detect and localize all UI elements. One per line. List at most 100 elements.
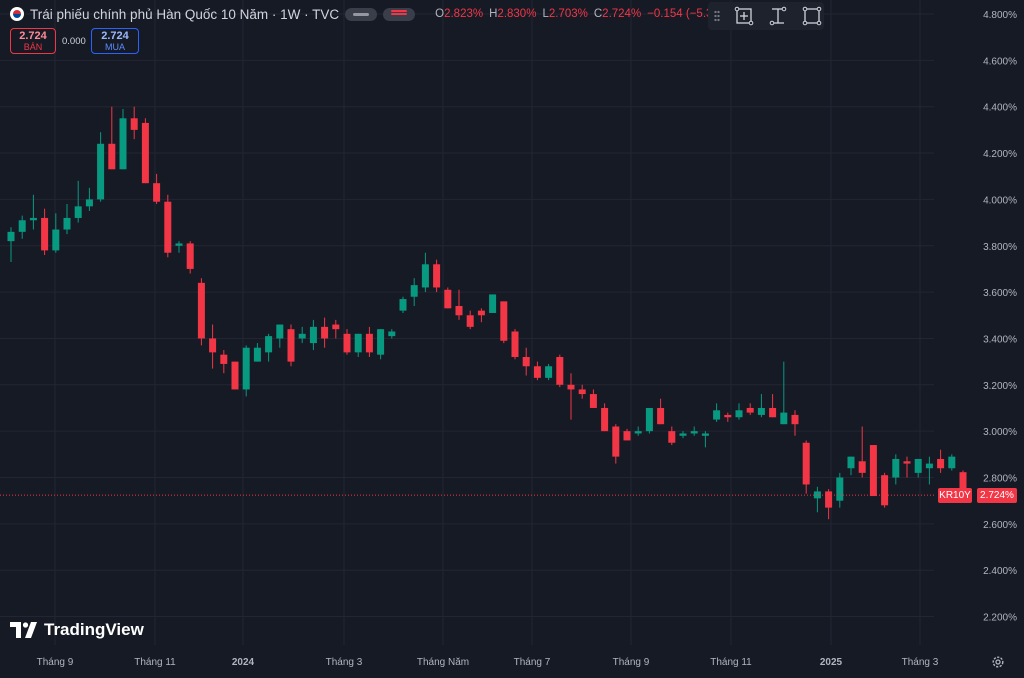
low-value: 2.703% bbox=[548, 8, 588, 20]
candle bbox=[108, 106, 116, 170]
hide-indicator-icon[interactable] bbox=[345, 7, 378, 21]
candle-body bbox=[825, 491, 833, 508]
candle-body bbox=[332, 324, 340, 330]
candle-body bbox=[578, 389, 586, 395]
candle-body bbox=[690, 431, 698, 434]
candle-body bbox=[791, 414, 799, 425]
candle bbox=[29, 194, 37, 230]
y-tick-label: 4.200% bbox=[983, 149, 1017, 160]
candle-body bbox=[309, 326, 317, 344]
candle bbox=[657, 398, 665, 425]
candle-body bbox=[601, 407, 609, 432]
candle-body bbox=[388, 331, 396, 337]
candle-body bbox=[74, 206, 82, 218]
candlestick-series bbox=[7, 106, 967, 520]
time-axis[interactable]: Tháng 9 Tháng 11 2024 Tháng 3 Tháng Năm Tháng… bbox=[37, 657, 939, 668]
candle-body bbox=[29, 217, 37, 221]
candle bbox=[612, 424, 620, 464]
settings-gear-icon[interactable] bbox=[991, 655, 1005, 669]
candle bbox=[645, 407, 653, 434]
candle bbox=[164, 194, 172, 258]
candle-body bbox=[220, 354, 228, 364]
candle bbox=[265, 333, 273, 362]
candle-body bbox=[802, 442, 810, 485]
candle-body bbox=[836, 477, 844, 501]
candle bbox=[7, 227, 15, 262]
candle-body bbox=[769, 407, 777, 418]
candle-body bbox=[903, 461, 911, 464]
y-tick-label: 3.400% bbox=[983, 334, 1017, 345]
candle-body bbox=[130, 118, 138, 130]
candle bbox=[892, 454, 900, 485]
brand-name: TradingView bbox=[44, 620, 144, 639]
candle bbox=[533, 361, 541, 381]
candle-body bbox=[813, 491, 821, 499]
candle-body bbox=[164, 201, 172, 253]
candle-body bbox=[511, 331, 519, 357]
crosshair-measure-icon[interactable] bbox=[734, 6, 754, 26]
price-axis[interactable]: 4.800% 4.600% 4.400% 4.200% 4.000% 3.800% 3.60… bbox=[983, 10, 1017, 624]
candle-body bbox=[645, 407, 653, 432]
spread-value: 0.000 bbox=[62, 36, 86, 47]
x-tick-label: Tháng 11 bbox=[710, 657, 752, 668]
buy-button[interactable]: 2.724 MUA bbox=[91, 28, 139, 54]
candle-body bbox=[153, 183, 161, 202]
candle bbox=[455, 289, 463, 320]
candle bbox=[881, 472, 889, 508]
candle bbox=[589, 389, 597, 408]
candle-body bbox=[937, 458, 945, 469]
drawing-toolbar bbox=[708, 2, 824, 30]
candle bbox=[209, 324, 217, 369]
symbol-price-tag: KR10Y bbox=[938, 487, 972, 503]
symbol-title[interactable]: Trái phiếu chính phủ Hàn Quốc 10 Năm · 1… bbox=[30, 6, 340, 22]
candle-body bbox=[321, 326, 329, 339]
x-tick-label: Tháng 9 bbox=[613, 657, 650, 668]
y-tick-label: 2.200% bbox=[983, 613, 1017, 624]
candle-body bbox=[242, 347, 250, 390]
drag-handle-icon[interactable] bbox=[714, 10, 720, 22]
candle bbox=[556, 354, 564, 388]
candle-body bbox=[533, 366, 541, 378]
candle-body bbox=[52, 229, 60, 251]
y-tick-label: 2.800% bbox=[983, 474, 1017, 485]
candle-body bbox=[466, 315, 474, 327]
candle-body bbox=[399, 299, 407, 311]
candle-body bbox=[735, 410, 743, 418]
x-tick-label: Tháng 3 bbox=[326, 657, 363, 668]
candle bbox=[399, 296, 407, 313]
candle-body bbox=[657, 407, 665, 425]
candle-body bbox=[97, 143, 105, 200]
candle-body bbox=[545, 366, 553, 378]
candle bbox=[780, 361, 788, 425]
candle bbox=[903, 456, 911, 478]
candle-body bbox=[612, 426, 620, 457]
candle bbox=[354, 333, 362, 357]
candle bbox=[276, 324, 284, 348]
candle-body bbox=[433, 264, 441, 288]
candle bbox=[825, 489, 833, 520]
price-range-icon[interactable] bbox=[768, 6, 788, 26]
candle bbox=[343, 329, 351, 355]
candle-body bbox=[108, 143, 116, 170]
candle-body bbox=[444, 289, 452, 309]
candle-body bbox=[41, 217, 49, 251]
y-tick-label: 4.800% bbox=[983, 10, 1017, 21]
candle bbox=[444, 287, 452, 309]
candle-body bbox=[209, 338, 217, 353]
y-tick-label: 3.600% bbox=[983, 288, 1017, 299]
candle bbox=[679, 431, 687, 439]
rectangle-icon[interactable] bbox=[802, 6, 822, 26]
compare-icon[interactable] bbox=[383, 7, 416, 21]
candle bbox=[41, 208, 49, 256]
candle-body bbox=[343, 333, 351, 353]
korea-flag-icon bbox=[10, 7, 24, 21]
sell-button[interactable]: 2.724 BÁN bbox=[10, 28, 56, 54]
candle-body bbox=[500, 301, 508, 341]
candle bbox=[253, 343, 261, 362]
candle-body bbox=[265, 336, 273, 353]
candle bbox=[388, 329, 396, 339]
tradingview-logo[interactable]: TradingView bbox=[10, 620, 144, 640]
candle bbox=[836, 472, 844, 508]
y-tick-label: 4.000% bbox=[983, 195, 1017, 206]
